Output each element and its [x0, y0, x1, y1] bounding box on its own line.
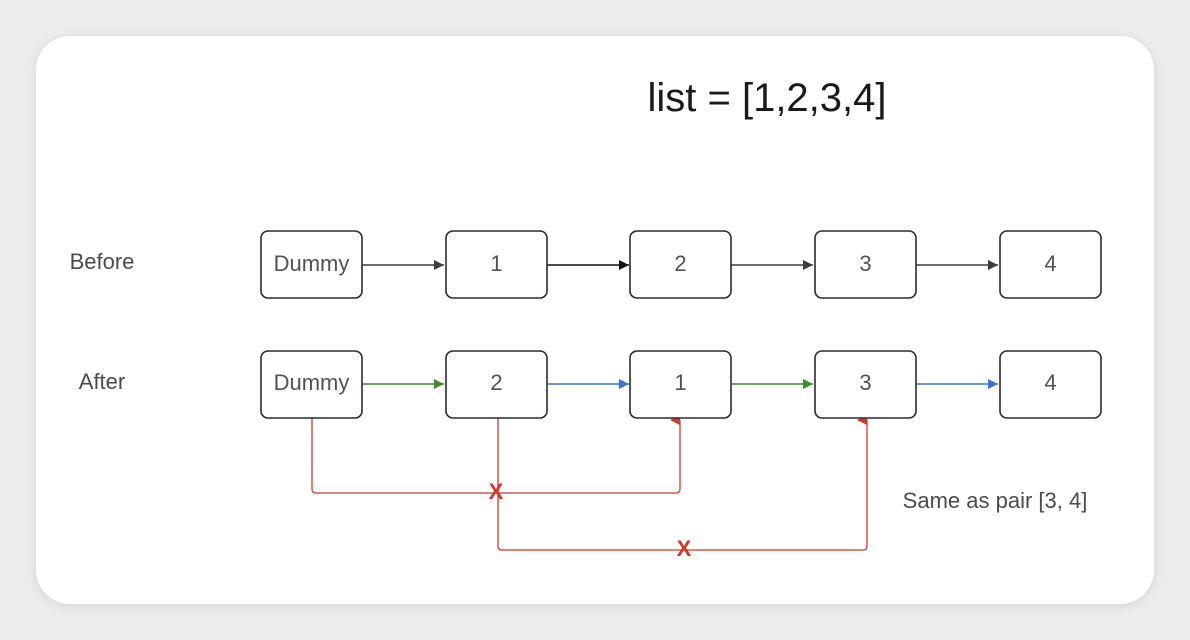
before-node-0: Dummy — [260, 230, 363, 299]
after-node-1: 2 — [445, 350, 548, 419]
diagram-title: list = [1,2,3,4] — [647, 76, 886, 120]
before-node-2: 2 — [629, 230, 732, 299]
after-row: Dummy 2 1 3 4 — [260, 350, 1102, 419]
after-node-4: 4 — [999, 350, 1102, 419]
old-link-2-to-3 — [497, 415, 868, 551]
node-label: 4 — [1044, 251, 1056, 276]
after-node-2: 1 — [629, 350, 732, 419]
before-node-1: 1 — [445, 230, 548, 299]
before-row: Dummy 1 2 3 4 — [260, 230, 1102, 299]
old-link-dummy-to-1 — [311, 415, 681, 494]
diagram-canvas — [36, 36, 1154, 604]
old-link-connectors — [311, 415, 868, 551]
node-label: 1 — [674, 370, 686, 395]
node-label: 3 — [859, 251, 871, 276]
pair-note: Same as pair [3, 4] — [903, 488, 1088, 513]
node-label: 4 — [1044, 370, 1056, 395]
before-node-4: 4 — [999, 230, 1102, 299]
node-label: Dummy — [274, 370, 350, 395]
node-label: 1 — [490, 251, 502, 276]
broken-link-x-mark: X — [677, 536, 692, 561]
broken-link-x-mark: X — [489, 479, 504, 504]
row-label-before: Before — [70, 249, 135, 274]
after-node-3: 3 — [814, 350, 917, 419]
after-node-0: Dummy — [260, 350, 363, 419]
node-label: 2 — [674, 251, 686, 276]
node-label: 2 — [490, 370, 502, 395]
row-label-after: After — [79, 369, 125, 394]
node-label: Dummy — [274, 251, 350, 276]
node-label: 3 — [859, 370, 871, 395]
before-node-3: 3 — [814, 230, 917, 299]
